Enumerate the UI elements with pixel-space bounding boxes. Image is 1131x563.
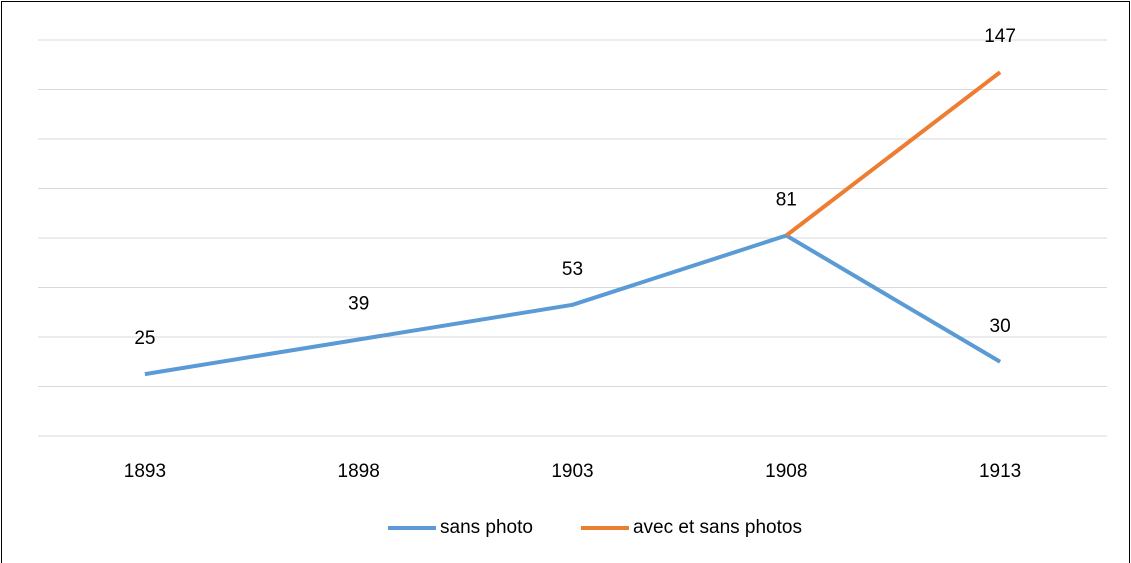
x-tick-label: 1913 [979,461,1021,482]
x-tick-label: 1898 [338,461,380,482]
series-line [785,70,1002,238]
data-label: 81 [776,190,797,211]
data-label: 30 [990,316,1011,337]
legend-label: avec et sans photos [633,517,802,538]
series-line [144,233,1002,377]
data-label: 39 [348,293,369,314]
data-label: 25 [134,328,155,349]
data-label: 147 [984,26,1016,47]
x-tick-label: 1908 [765,461,807,482]
x-tick-label: 1893 [124,461,166,482]
x-tick-label: 1903 [551,461,593,482]
data-label: 53 [562,259,583,280]
legend-label: sans photo [440,517,533,538]
